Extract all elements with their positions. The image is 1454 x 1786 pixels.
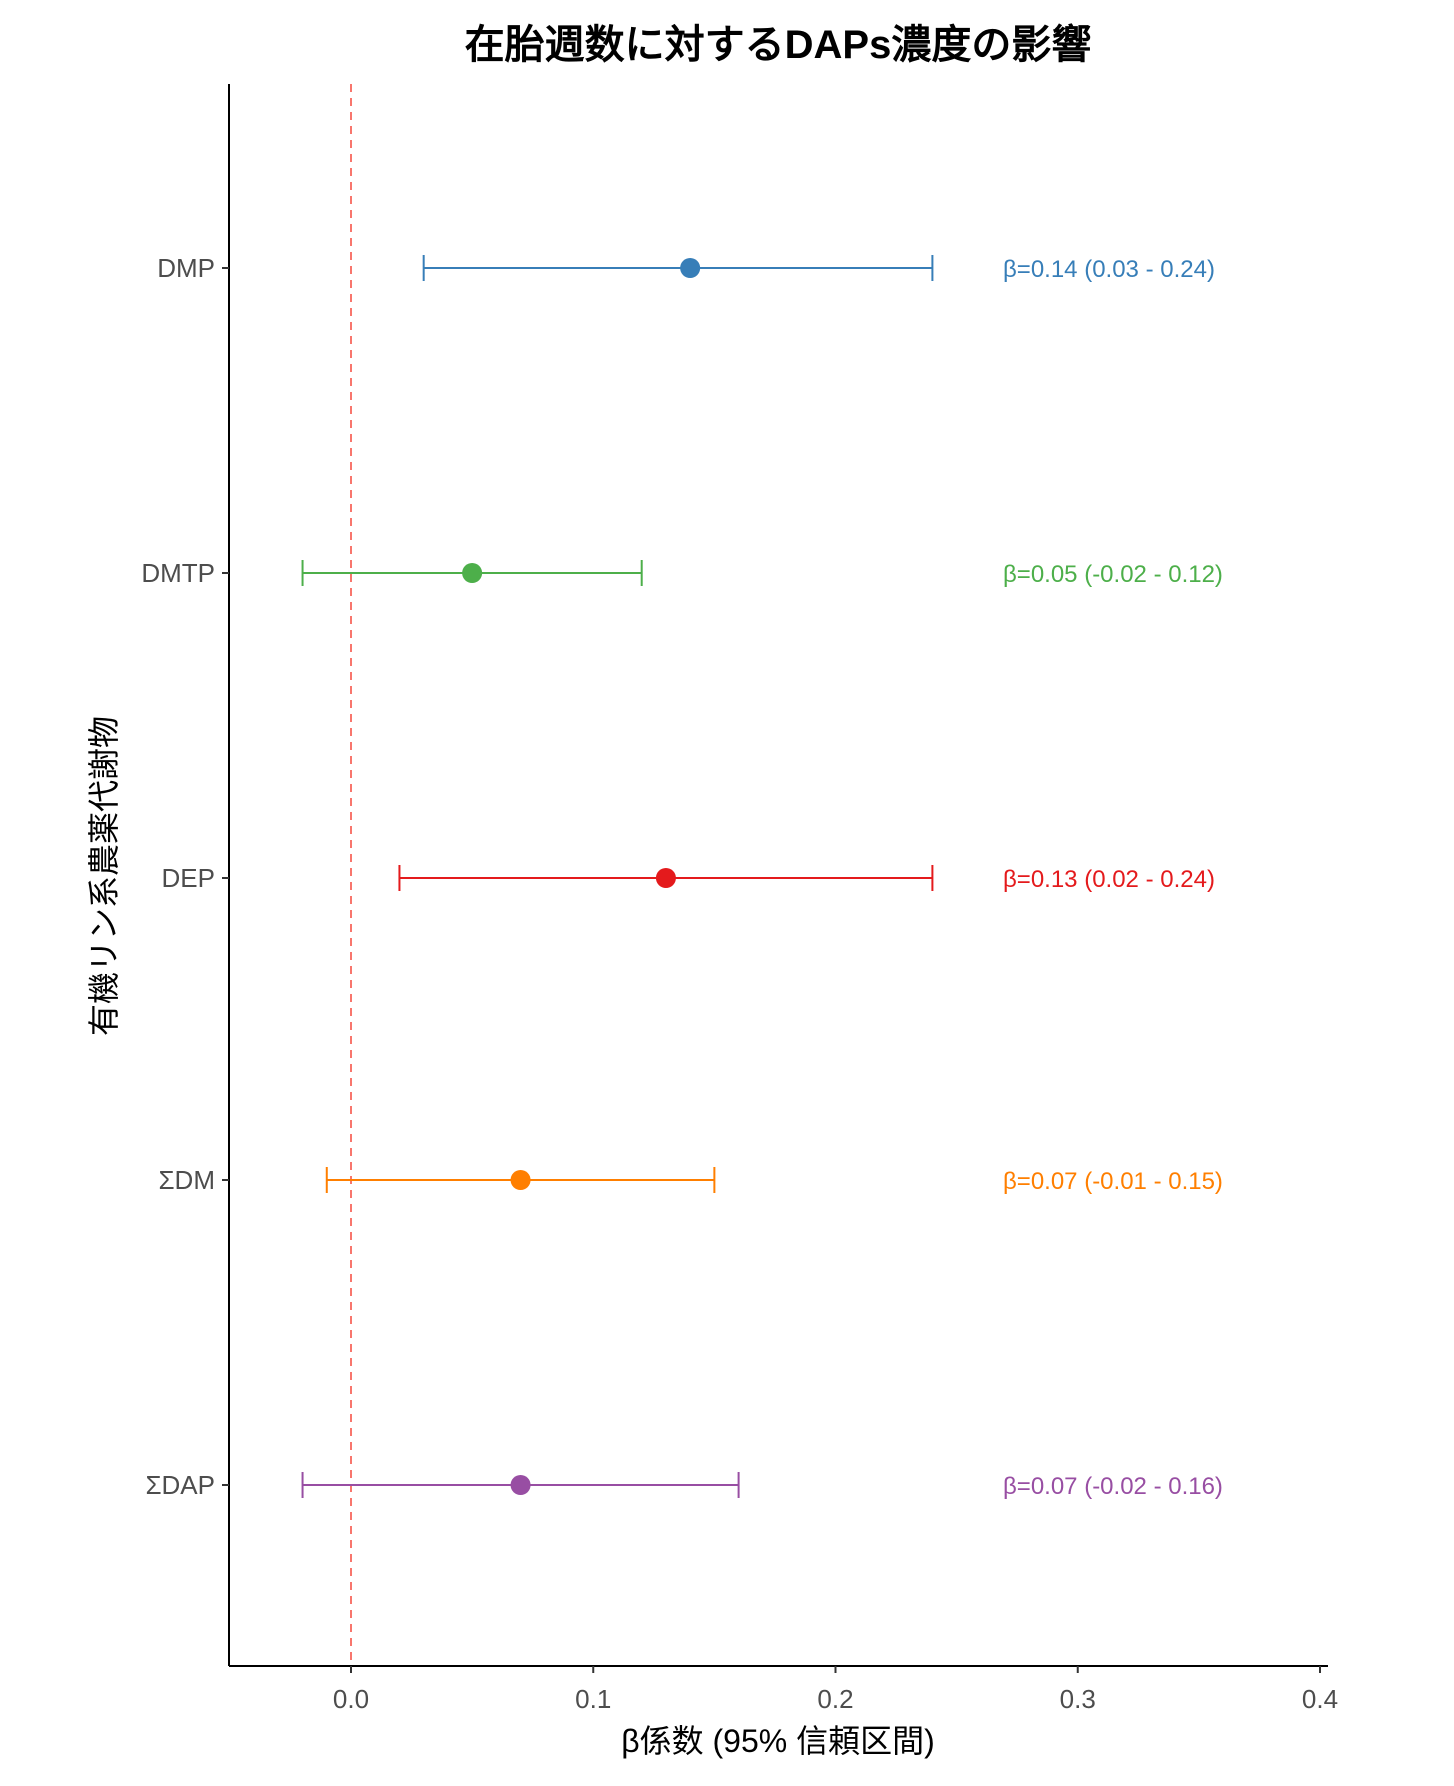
chart-title: 在胎週数に対するDAPs濃度の影響	[465, 22, 1092, 67]
estimate-annotation: β=0.05 (-0.02 - 0.12)	[1003, 561, 1223, 588]
y-tick-label: DEP	[162, 863, 215, 893]
point-estimate	[462, 563, 483, 583]
x-axis-label: β係数 (95% 信頼区間)	[621, 1723, 935, 1759]
y-tick-label: DMP	[157, 253, 215, 283]
estimate-annotation: β=0.07 (-0.02 - 0.16)	[1003, 1473, 1223, 1500]
x-tick-label: 0.2	[817, 1684, 853, 1714]
x-tick-label: 0.1	[575, 1684, 611, 1714]
point-estimate	[655, 868, 676, 888]
estimate-annotation: β=0.14 (0.03 - 0.24)	[1003, 256, 1215, 283]
x-tick-label: 0.3	[1060, 1684, 1096, 1714]
estimate-annotation: β=0.07 (-0.01 - 0.15)	[1003, 1168, 1223, 1195]
x-tick-label: 0.0	[333, 1684, 369, 1714]
y-tick-label: DMTP	[141, 558, 215, 588]
point-estimate	[680, 258, 701, 278]
x-tick-label: 0.4	[1302, 1684, 1338, 1714]
estimate-annotation: β=0.13 (0.02 - 0.24)	[1003, 866, 1215, 893]
y-tick-label: ΣDAP	[145, 1470, 215, 1500]
plot-area: 0.0 0.1 0.2 0.3 0.4 DMP β=0.14 (0.03 - 0.24) DM…	[141, 84, 1338, 1714]
point-estimate	[510, 1475, 531, 1495]
point-estimate	[510, 1170, 531, 1190]
y-axis-label: 有機リン系農薬代謝物	[86, 716, 122, 1036]
y-tick-label: ΣDM	[158, 1165, 215, 1195]
